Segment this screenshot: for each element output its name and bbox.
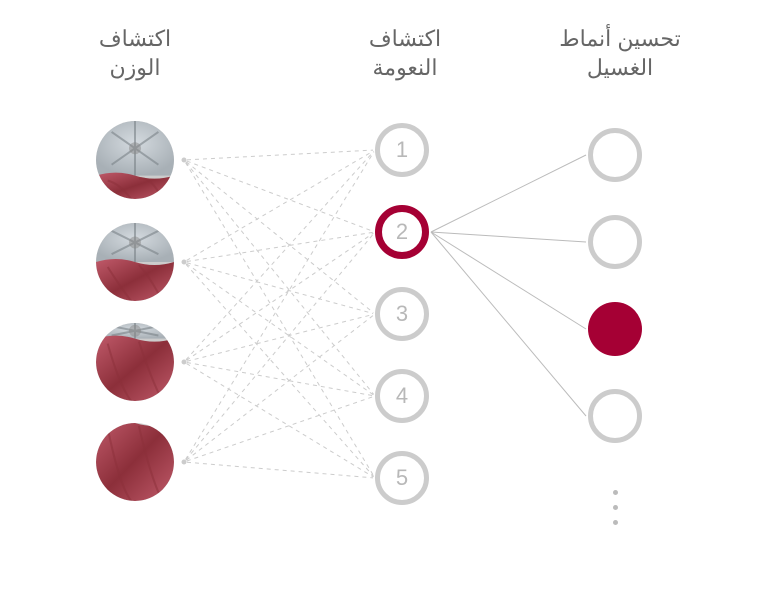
- col2-title: اكتشاف النعومة: [350, 25, 460, 82]
- softness-node-5: 5: [375, 451, 429, 505]
- ellipsis-dots: [613, 490, 618, 525]
- softness-node-3: 3: [375, 287, 429, 341]
- pattern-node-2: [588, 215, 642, 269]
- weight-node-4: [96, 423, 174, 501]
- weight-node-3: [96, 323, 174, 401]
- col1-title: اكتشاف الوزن: [80, 25, 190, 82]
- dot: [613, 520, 618, 525]
- pattern-node-4: [588, 389, 642, 443]
- softness-node-1: 1: [375, 123, 429, 177]
- softness-node-4: 4: [375, 369, 429, 423]
- dot: [613, 505, 618, 510]
- weight-node-2: [96, 223, 174, 301]
- pattern-node-1: [588, 128, 642, 182]
- diagram-container: اكتشاف الوزن اكتشاف النعومة تحسين أنماط …: [0, 0, 768, 600]
- pattern-node-3: [588, 302, 642, 356]
- col3-title: تحسين أنماط الغسيل: [555, 25, 685, 82]
- dot: [613, 490, 618, 495]
- weight-node-1: [96, 121, 174, 199]
- softness-node-2: 2: [375, 205, 429, 259]
